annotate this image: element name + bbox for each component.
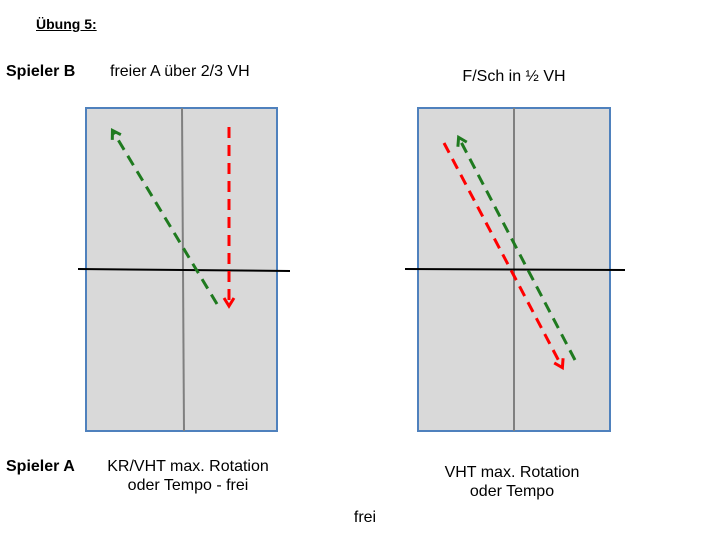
player-a-label: Spieler A — [6, 458, 75, 475]
exercise-title: Übung 5: — [36, 16, 97, 32]
left-table — [77, 107, 291, 432]
right-table-bottom-line2: oder Tempo — [469, 483, 555, 501]
left-table-bottom-text: KR/VHT max. Rotation oder Tempo - frei — [107, 457, 269, 495]
left-table-bottom-line1: KR/VHT max. Rotation — [107, 458, 269, 475]
left-table-net — [77, 268, 291, 272]
player-b-label: Spieler B — [6, 63, 76, 80]
bottom-center-text: frei — [353, 509, 377, 526]
right-table-bottom-text: VHT max. Rotation oder Tempo — [445, 463, 580, 501]
right-table — [404, 107, 626, 432]
right-table-top-text: F/Sch in ½ VH — [462, 68, 566, 85]
left-table-bottom-line2: oder Tempo - frei — [127, 477, 249, 495]
right-table-bottom-line1: VHT max. Rotation — [444, 464, 580, 481]
right-green-arrow — [456, 134, 577, 361]
left-table-top-text: freier A über 2/3 VH — [110, 63, 250, 80]
right-table-net — [404, 268, 626, 271]
right-red-arrow — [442, 142, 565, 371]
left-green-arrow — [110, 128, 219, 305]
